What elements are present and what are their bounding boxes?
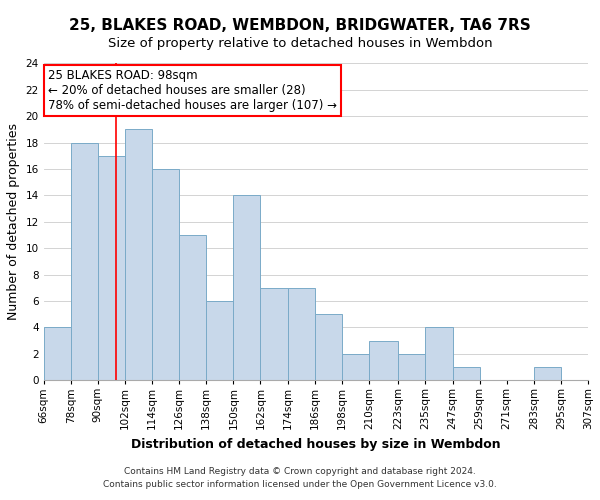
Bar: [315, 314, 342, 380]
Bar: [125, 130, 152, 380]
Bar: [260, 288, 287, 380]
Bar: [44, 328, 71, 380]
X-axis label: Distribution of detached houses by size in Wembdon: Distribution of detached houses by size …: [131, 438, 500, 450]
Bar: [98, 156, 125, 380]
Text: 25, BLAKES ROAD, WEMBDON, BRIDGWATER, TA6 7RS: 25, BLAKES ROAD, WEMBDON, BRIDGWATER, TA…: [69, 18, 531, 32]
Text: Size of property relative to detached houses in Wembdon: Size of property relative to detached ho…: [107, 38, 493, 51]
Bar: [206, 301, 233, 380]
Bar: [179, 235, 206, 380]
Bar: [233, 196, 260, 380]
Bar: [369, 340, 398, 380]
Bar: [534, 367, 561, 380]
Bar: [588, 367, 600, 380]
Text: Contains HM Land Registry data © Crown copyright and database right 2024.: Contains HM Land Registry data © Crown c…: [124, 467, 476, 476]
Bar: [398, 354, 425, 380]
Bar: [71, 142, 98, 380]
Bar: [452, 367, 479, 380]
Bar: [342, 354, 369, 380]
Bar: [425, 328, 452, 380]
Text: Contains public sector information licensed under the Open Government Licence v3: Contains public sector information licen…: [103, 480, 497, 489]
Bar: [287, 288, 315, 380]
Y-axis label: Number of detached properties: Number of detached properties: [7, 124, 20, 320]
Bar: [152, 169, 179, 380]
Text: 25 BLAKES ROAD: 98sqm
← 20% of detached houses are smaller (28)
78% of semi-deta: 25 BLAKES ROAD: 98sqm ← 20% of detached …: [48, 68, 337, 112]
